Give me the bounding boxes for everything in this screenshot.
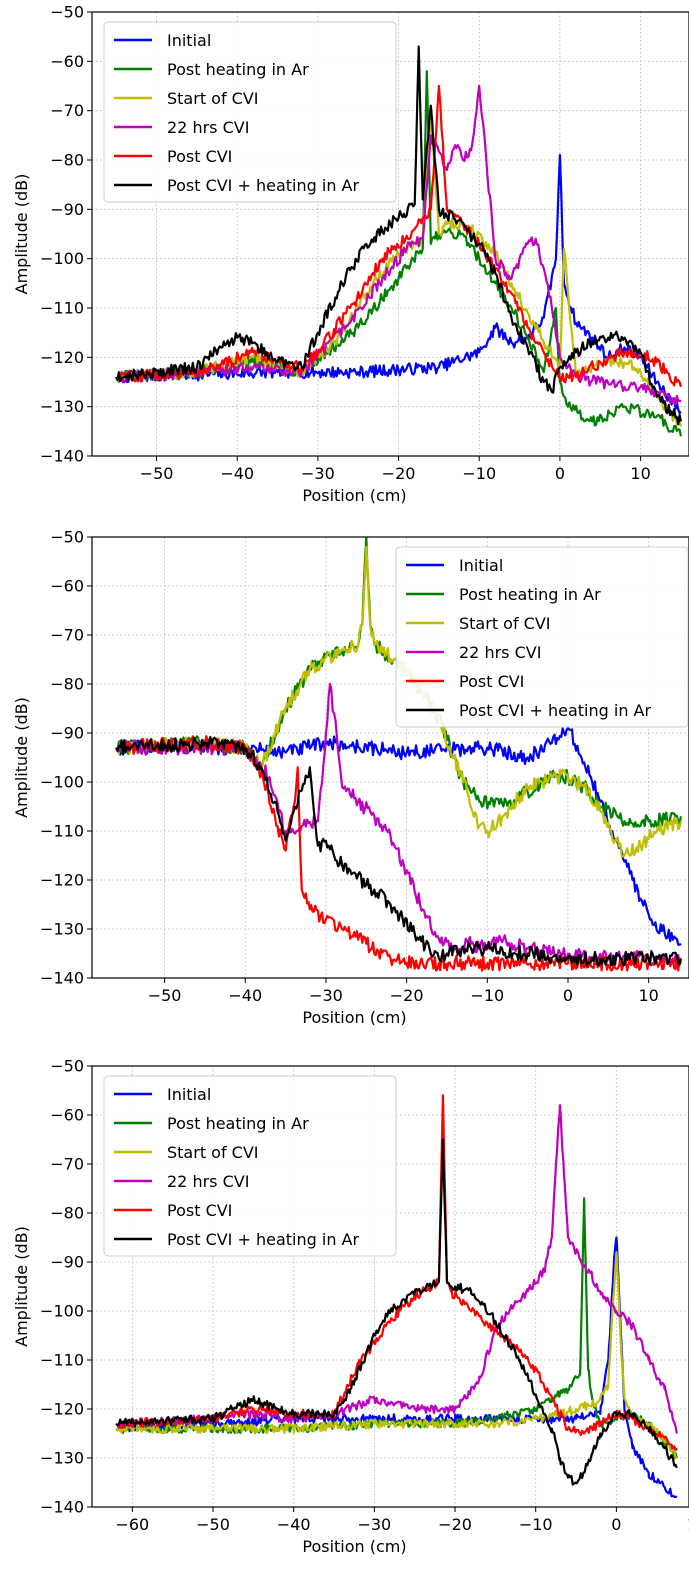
x-tick-label: 10 xyxy=(638,986,658,1005)
legend-label: Initial xyxy=(459,556,503,575)
x-tick-label: −10 xyxy=(462,464,496,483)
legend-label: Post heating in Ar xyxy=(167,60,309,79)
y-tick-label: −120 xyxy=(40,348,84,367)
y-tick-label: −120 xyxy=(40,1400,84,1419)
legend-label: Initial xyxy=(167,31,211,50)
y-tick-label: −90 xyxy=(50,200,84,219)
x-tick-label: −50 xyxy=(140,464,174,483)
y-tick-label: −100 xyxy=(40,249,84,268)
y-tick-label: −140 xyxy=(40,447,84,466)
legend-label: Initial xyxy=(167,1085,211,1104)
x-tick-label: −40 xyxy=(220,464,254,483)
y-axis-label: Amplitude (dB) xyxy=(12,1226,31,1347)
x-tick-label: −20 xyxy=(438,1515,472,1534)
x-axis-label: Position (cm) xyxy=(302,1008,406,1027)
y-tick-label: −70 xyxy=(50,1155,84,1174)
x-tick-label: −20 xyxy=(390,986,424,1005)
y-tick-label: −50 xyxy=(50,528,84,547)
y-tick-label: −130 xyxy=(40,920,84,939)
y-tick-label: −120 xyxy=(40,871,84,890)
series-line-post-cvi-heating-in-ar xyxy=(115,735,683,967)
x-axis-label: Position (cm) xyxy=(302,1537,406,1556)
chart-panel-2: −50 −40 −30 −20 −10 0 10−140−130−120−110−100−9… xyxy=(12,528,689,1027)
plot-frame xyxy=(91,536,689,979)
x-tick-label: 0 xyxy=(555,464,565,483)
y-tick-label: −70 xyxy=(50,626,84,645)
legend-label: Start of CVI xyxy=(459,614,551,633)
plot-frame xyxy=(91,11,689,457)
series-line-22-hrs-cvi xyxy=(115,1104,678,1434)
plot-frame xyxy=(91,1065,689,1508)
y-tick-label: −80 xyxy=(50,675,84,694)
legend: Initial Post heating in Ar Start of CVI 22 … xyxy=(103,21,397,203)
legend-label: Start of CVI xyxy=(167,1143,259,1162)
y-tick-label: −110 xyxy=(40,1351,84,1370)
y-tick-label: −90 xyxy=(50,724,84,743)
legend-label: 22 hrs CVI xyxy=(459,643,541,662)
legend-label: 22 hrs CVI xyxy=(167,1172,249,1191)
legend-label: Post CVI xyxy=(459,672,524,691)
x-tick-label: −50 xyxy=(196,1515,230,1534)
y-tick-label: −80 xyxy=(50,1204,84,1223)
x-tick-label: 0 xyxy=(563,986,573,1005)
x-tick-label: −60 xyxy=(115,1515,149,1534)
x-tick-label: −30 xyxy=(357,1515,391,1534)
legend-label: Post heating in Ar xyxy=(167,1114,309,1133)
y-tick-label: −60 xyxy=(50,1106,84,1125)
y-tick-label: −110 xyxy=(40,299,84,318)
legend-label: Post CVI xyxy=(167,1201,232,1220)
x-tick-label: 10 xyxy=(687,1515,689,1534)
legend-label: Post heating in Ar xyxy=(459,585,601,604)
chart-panel-3: −60−50−40−30−20−10010−140−130−120−110−10… xyxy=(12,1057,689,1556)
legend-box xyxy=(103,21,397,203)
series-line-post-cvi xyxy=(115,84,682,388)
x-tick-label: 0 xyxy=(611,1515,621,1534)
x-tick-label: −30 xyxy=(301,464,335,483)
legend-label: Post CVI + heating in Ar xyxy=(459,701,651,720)
legend-label: 22 hrs CVI xyxy=(167,118,249,137)
x-tick-label: −20 xyxy=(382,464,416,483)
legend-label: Post CVI xyxy=(167,147,232,166)
legend: Initial Post heating in Ar Start of CVI 22 … xyxy=(395,546,689,728)
series-line-start-of-cvi xyxy=(115,1251,678,1460)
y-tick-label: −100 xyxy=(40,1302,84,1321)
legend-label: Post CVI + heating in Ar xyxy=(167,176,359,195)
legend-box xyxy=(103,1075,397,1257)
x-tick-label: −10 xyxy=(470,986,504,1005)
series-group xyxy=(115,1094,678,1499)
y-axis-label: Amplitude (dB) xyxy=(12,697,31,818)
y-tick-label: −80 xyxy=(50,151,84,170)
chart-panel-1: −50 −40 −30 −20 −10 0 10−140−130−120−110−100−9… xyxy=(12,3,689,505)
y-tick-label: −50 xyxy=(50,3,84,22)
y-tick-label: −50 xyxy=(50,1057,84,1076)
y-tick-label: −140 xyxy=(40,969,84,988)
legend-box xyxy=(395,546,689,728)
y-tick-label: −110 xyxy=(40,822,84,841)
y-tick-label: −70 xyxy=(50,101,84,120)
legend: Initial Post heating in Ar Start of CVI 22 … xyxy=(103,1075,397,1257)
x-tick-label: −10 xyxy=(519,1515,553,1534)
y-tick-label: −60 xyxy=(50,577,84,596)
series-group xyxy=(115,45,683,437)
x-tick-label: −50 xyxy=(148,986,182,1005)
x-tick-label: 10 xyxy=(630,464,650,483)
y-tick-label: −130 xyxy=(40,397,84,416)
x-axis-label: Position (cm) xyxy=(302,486,406,505)
y-tick-label: −90 xyxy=(50,1253,84,1272)
series-line-initial xyxy=(115,153,682,414)
y-tick-label: −130 xyxy=(40,1449,84,1468)
x-tick-label: −30 xyxy=(309,986,343,1005)
legend-label: Start of CVI xyxy=(167,89,259,108)
y-tick-label: −140 xyxy=(40,1498,84,1517)
series-line-post-cvi-heating-in-ar xyxy=(115,45,683,426)
y-tick-label: −60 xyxy=(50,52,84,71)
series-line-post-cvi-heating-in-ar xyxy=(115,1138,678,1486)
x-tick-label: −40 xyxy=(277,1515,311,1534)
legend-label: Post CVI + heating in Ar xyxy=(167,1230,359,1249)
x-tick-label: −40 xyxy=(228,986,262,1005)
y-axis-label: Amplitude (dB) xyxy=(12,174,31,295)
y-tick-label: −100 xyxy=(40,773,84,792)
